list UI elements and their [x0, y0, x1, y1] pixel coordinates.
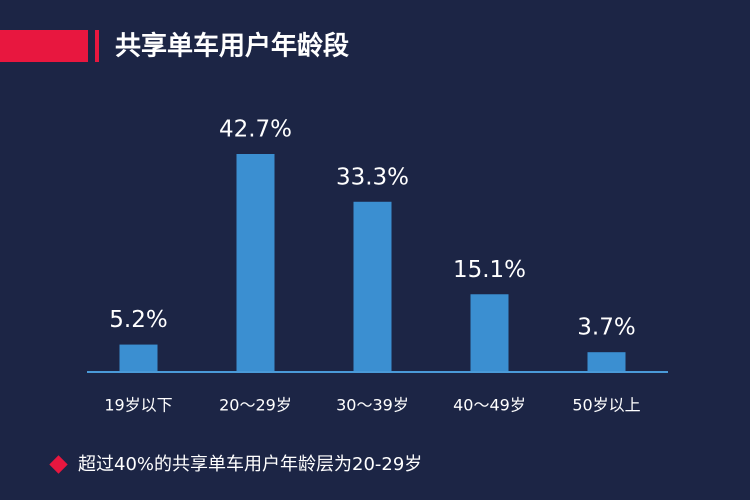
- title-divider: [95, 30, 99, 62]
- bar: [119, 344, 158, 371]
- value-label: 15.1%: [453, 257, 526, 283]
- value-label: 3.7%: [577, 315, 635, 341]
- bar: [470, 294, 509, 371]
- bar: [353, 201, 392, 371]
- bar: [236, 154, 275, 371]
- note-bullet: [49, 455, 68, 474]
- value-label: 33.3%: [336, 164, 409, 190]
- x-tick-label: 30～39岁: [336, 396, 409, 415]
- title-accent: [0, 30, 88, 62]
- chart-title: 共享单车用户年龄段: [115, 31, 349, 62]
- x-tick-label: 19岁以下: [104, 396, 172, 415]
- x-tick-label: 20～29岁: [219, 396, 292, 415]
- note: 超过40%的共享单车用户年龄层为20-29岁: [78, 454, 422, 475]
- value-label: 5.2%: [109, 307, 167, 333]
- x-tick-label: 50岁以上: [572, 396, 640, 415]
- bar: [587, 352, 626, 371]
- value-label: 42.7%: [219, 117, 292, 143]
- x-tick-label: 40～49岁: [453, 396, 526, 415]
